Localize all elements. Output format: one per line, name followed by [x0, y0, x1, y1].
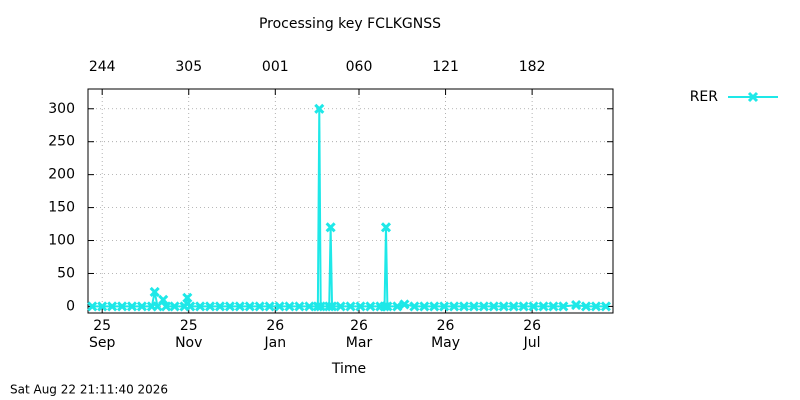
data-point: [518, 301, 529, 312]
data-point: [600, 301, 611, 312]
data-point: [379, 301, 390, 312]
data-point: [254, 301, 265, 312]
plot-frame: [87, 88, 614, 314]
x-tick-label: 26 Mar: [345, 318, 373, 351]
data-point: [314, 103, 325, 114]
data-point: [399, 299, 410, 310]
x-tick-label: 26 Jul: [523, 318, 542, 351]
data-point: [468, 301, 480, 312]
data-point: [195, 301, 206, 312]
data-point: [345, 301, 356, 312]
data-point: [214, 301, 226, 312]
data-point: [325, 222, 336, 233]
data-point: [571, 300, 582, 311]
data-point: [97, 301, 108, 312]
data-point: [458, 301, 470, 312]
data-point: [284, 301, 295, 312]
data-point: [107, 301, 118, 312]
data-point: [392, 301, 403, 312]
data-point: [580, 301, 592, 312]
data-point: [244, 301, 255, 312]
data-point: [312, 301, 323, 312]
data-point: [149, 286, 160, 297]
data-point: [380, 222, 392, 233]
data-point: [304, 301, 315, 312]
data-point: [160, 301, 172, 312]
data-point: [508, 301, 519, 312]
data-point: [294, 301, 305, 312]
data-point: [326, 301, 338, 312]
legend-marker: [747, 91, 759, 103]
data-point: [315, 301, 326, 312]
chart-title: Processing key FCLKGNSS: [259, 16, 441, 32]
timestamp: Sat Aug 22 21:11:40 2026: [10, 383, 168, 397]
data-point: [116, 301, 128, 312]
data-point: [158, 294, 169, 305]
x-tick-label: 25 Sep: [88, 318, 116, 351]
data-point: [365, 301, 376, 312]
data-point: [419, 301, 430, 312]
data-point: [335, 301, 346, 312]
data-point: [274, 301, 285, 312]
x-tick-label: 26 May: [431, 318, 461, 351]
data-point: [126, 301, 138, 312]
y-tick-label: 200: [48, 167, 75, 183]
x2-tick-label: 060: [346, 59, 373, 75]
x-axis-label: Time: [331, 361, 366, 377]
x2-tick-label: 182: [519, 59, 546, 75]
data-point: [234, 301, 245, 312]
data-point: [204, 301, 216, 312]
data-point: [136, 301, 147, 312]
x-tick-label: 25 Nov: [175, 318, 203, 351]
data-point: [382, 301, 393, 312]
data-point: [264, 301, 275, 312]
data-point: [185, 301, 196, 312]
data-point: [538, 301, 549, 312]
data-point: [558, 301, 569, 312]
data-point: [169, 301, 180, 312]
data-point: [324, 301, 335, 312]
data-point: [182, 292, 193, 303]
data-point: [498, 301, 509, 312]
x2-tick-label: 121: [432, 59, 459, 75]
data-point: [478, 301, 489, 312]
data-point: [224, 301, 235, 312]
data-point: [528, 301, 539, 312]
y-tick-label: 250: [48, 134, 75, 150]
data-point: [409, 301, 420, 312]
y-tick-label: 100: [48, 233, 75, 249]
x2-tick-label: 305: [175, 59, 202, 75]
data-point: [355, 301, 366, 312]
data-point: [87, 301, 98, 312]
legend-label: RER: [690, 89, 719, 105]
data-point: [429, 301, 440, 312]
x2-tick-label: 244: [89, 59, 116, 75]
y-tick-label: 50: [57, 265, 75, 281]
data-point: [439, 301, 450, 312]
data-point: [590, 301, 602, 312]
y-tick-label: 150: [48, 200, 75, 216]
data-point: [488, 301, 499, 312]
x2-tick-label: 001: [262, 59, 289, 75]
data-point: [548, 301, 559, 312]
x-tick-label: 26 Jan: [264, 318, 287, 351]
y-tick-label: 0: [66, 298, 75, 314]
y-tick-label: 300: [48, 101, 75, 117]
data-point: [449, 301, 460, 312]
